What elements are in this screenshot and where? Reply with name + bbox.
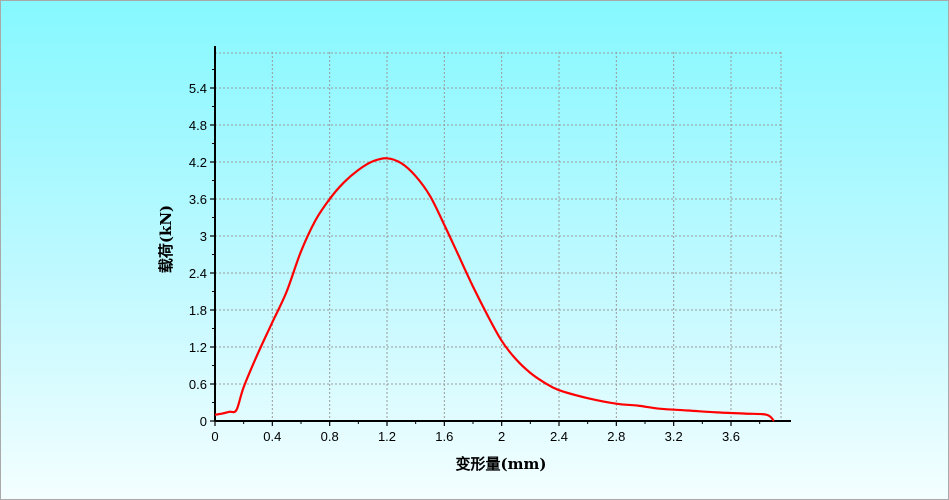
y-tick-label: 1.2 [189, 340, 207, 355]
x-tick-label: 1.6 [435, 429, 453, 444]
x-tick-label: 3.6 [722, 429, 740, 444]
x-tick-label: 1.2 [378, 429, 396, 444]
y-tick-label: 4.2 [189, 155, 207, 170]
y-tick-label: 3 [200, 229, 207, 244]
x-tick-label: 0 [211, 429, 218, 444]
axes [214, 46, 791, 422]
x-tick-label: 2.4 [550, 429, 568, 444]
load-curve-line [214, 157, 775, 422]
y-tick-label: 1.8 [189, 303, 207, 318]
y-axis-title: 载荷(kN) [157, 205, 175, 273]
y-tick-label: 0 [200, 414, 207, 429]
x-tick-label: 0.8 [321, 429, 339, 444]
x-tick-label: 2.8 [607, 429, 625, 444]
x-axis-title: 变形量(mm) [456, 455, 547, 473]
y-tick-label: 2.4 [189, 266, 207, 281]
x-tick-label: 0.4 [263, 429, 281, 444]
ticks: 0 0.4 0.8 1.2 1.6 2 2.4 2.8 3.2 3.6 0 0.6 1.2 1.8 2.4 3… [189, 69, 761, 444]
x-tick-label: 2 [498, 429, 505, 444]
y-tick-label: 3.6 [189, 192, 207, 207]
y-tick-label: 4.8 [189, 118, 207, 133]
y-tick-label: 5.4 [189, 81, 207, 96]
x-tick-label: 3.2 [665, 429, 683, 444]
y-tick-label: 0.6 [189, 377, 207, 392]
grid [215, 52, 782, 421]
